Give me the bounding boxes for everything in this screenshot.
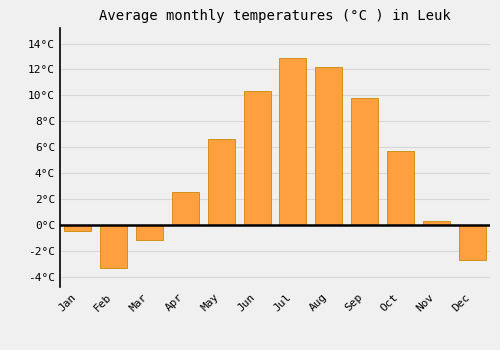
Bar: [458, 225, 485, 260]
Bar: [136, 225, 163, 240]
Title: Average monthly temperatures (°C ) in Leuk: Average monthly temperatures (°C ) in Le…: [99, 9, 451, 23]
Bar: [280, 58, 306, 225]
Bar: [423, 221, 450, 225]
Bar: [172, 193, 199, 225]
Bar: [244, 91, 270, 225]
Bar: [64, 225, 92, 231]
Bar: [387, 151, 414, 225]
Bar: [316, 67, 342, 225]
Bar: [351, 98, 378, 225]
Bar: [208, 139, 234, 225]
Bar: [100, 225, 127, 267]
